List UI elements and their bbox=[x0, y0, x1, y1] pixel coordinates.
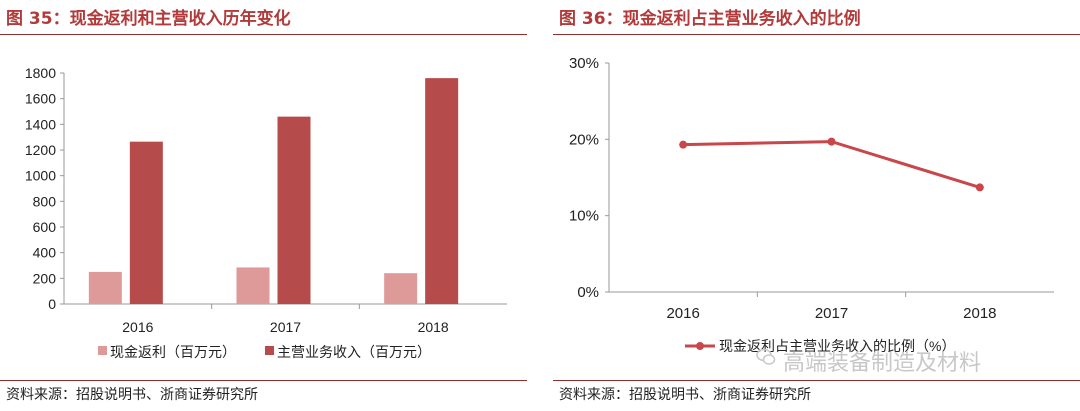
x-tick-label: 2017 bbox=[270, 319, 301, 335]
y-tick-label: 800 bbox=[33, 193, 57, 209]
right-title-rule bbox=[553, 34, 1080, 35]
ratio-point-2017 bbox=[827, 137, 836, 146]
y-tick-label: 1600 bbox=[25, 91, 56, 107]
y-tick-label: 1000 bbox=[25, 168, 56, 184]
cash-rebate-bar-2018 bbox=[384, 273, 418, 304]
y-tick-label: 10% bbox=[569, 208, 599, 225]
x-tick-label: 2017 bbox=[815, 305, 848, 322]
legend-swatch-marker bbox=[696, 342, 704, 350]
revenue-bar-2016 bbox=[129, 141, 163, 304]
left-chart-title: 图 35：现金返利和主营收入历年变化 bbox=[6, 9, 291, 29]
y-tick-label: 0 bbox=[48, 296, 56, 312]
y-tick-label: 1200 bbox=[25, 142, 56, 158]
y-tick-label: 20% bbox=[569, 131, 599, 148]
ratio-point-2016 bbox=[679, 140, 688, 149]
x-tick-label: 2018 bbox=[963, 305, 996, 322]
y-tick-label: 1800 bbox=[25, 65, 56, 81]
y-tick-label: 30% bbox=[569, 55, 599, 72]
y-tick-label: 600 bbox=[33, 219, 57, 235]
x-tick-label: 2016 bbox=[666, 305, 699, 322]
right-chart-title: 图 36：现金返利占主营业务收入的比例 bbox=[559, 9, 861, 29]
right-chart-panel: 图 36：现金返利占主营业务收入的比例 0% 10% 20% 30% 2016 2017 2… bbox=[553, 0, 1080, 411]
right-source-text: 资料来源：招股说明书、浙商证券研究所 bbox=[559, 387, 811, 403]
wechat-icon bbox=[756, 348, 776, 365]
left-title-rule bbox=[0, 34, 527, 35]
left-chart-panel: 图 35：现金返利和主营收入历年变化 0 200 400 600 800 1000 1200… bbox=[0, 0, 527, 411]
y-tick-label: 400 bbox=[33, 245, 57, 261]
legend-label: 主营业务收入（百万元） bbox=[277, 344, 431, 360]
legend-label: 现金返利占主营业务收入的比例（%） bbox=[719, 338, 955, 354]
right-source-rule bbox=[553, 380, 1080, 381]
legend-label: 现金返利（百万元） bbox=[110, 344, 236, 360]
x-tick-label: 2016 bbox=[122, 319, 153, 335]
x-tick-label: 2018 bbox=[418, 319, 449, 335]
legend-swatch bbox=[265, 346, 274, 355]
cash-rebate-bar-2017 bbox=[236, 267, 270, 304]
bar-chart: 0 200 400 600 800 1000 1200 1400 1600 1800 2016 201… bbox=[25, 65, 507, 360]
line-chart: 0% 10% 20% 30% 2016 2017 2018 现金返利占主营业务收入的比例（%） bbox=[569, 55, 1054, 354]
cash-rebate-bar-2016 bbox=[88, 271, 122, 304]
watermark-text: 高端装备制造及材料 bbox=[783, 351, 982, 376]
revenue-bar-2017 bbox=[277, 116, 311, 304]
ratio-point-2018 bbox=[975, 183, 984, 192]
ratio-series-line bbox=[683, 140, 981, 189]
legend-swatch bbox=[98, 346, 107, 355]
y-tick-label: 0% bbox=[577, 284, 599, 301]
y-tick-label: 200 bbox=[33, 270, 57, 286]
left-source-text: 资料来源：招股说明书、浙商证券研究所 bbox=[6, 387, 258, 403]
left-source-rule bbox=[0, 380, 527, 381]
y-tick-label: 1400 bbox=[25, 116, 56, 132]
revenue-bar-2018 bbox=[425, 78, 459, 304]
